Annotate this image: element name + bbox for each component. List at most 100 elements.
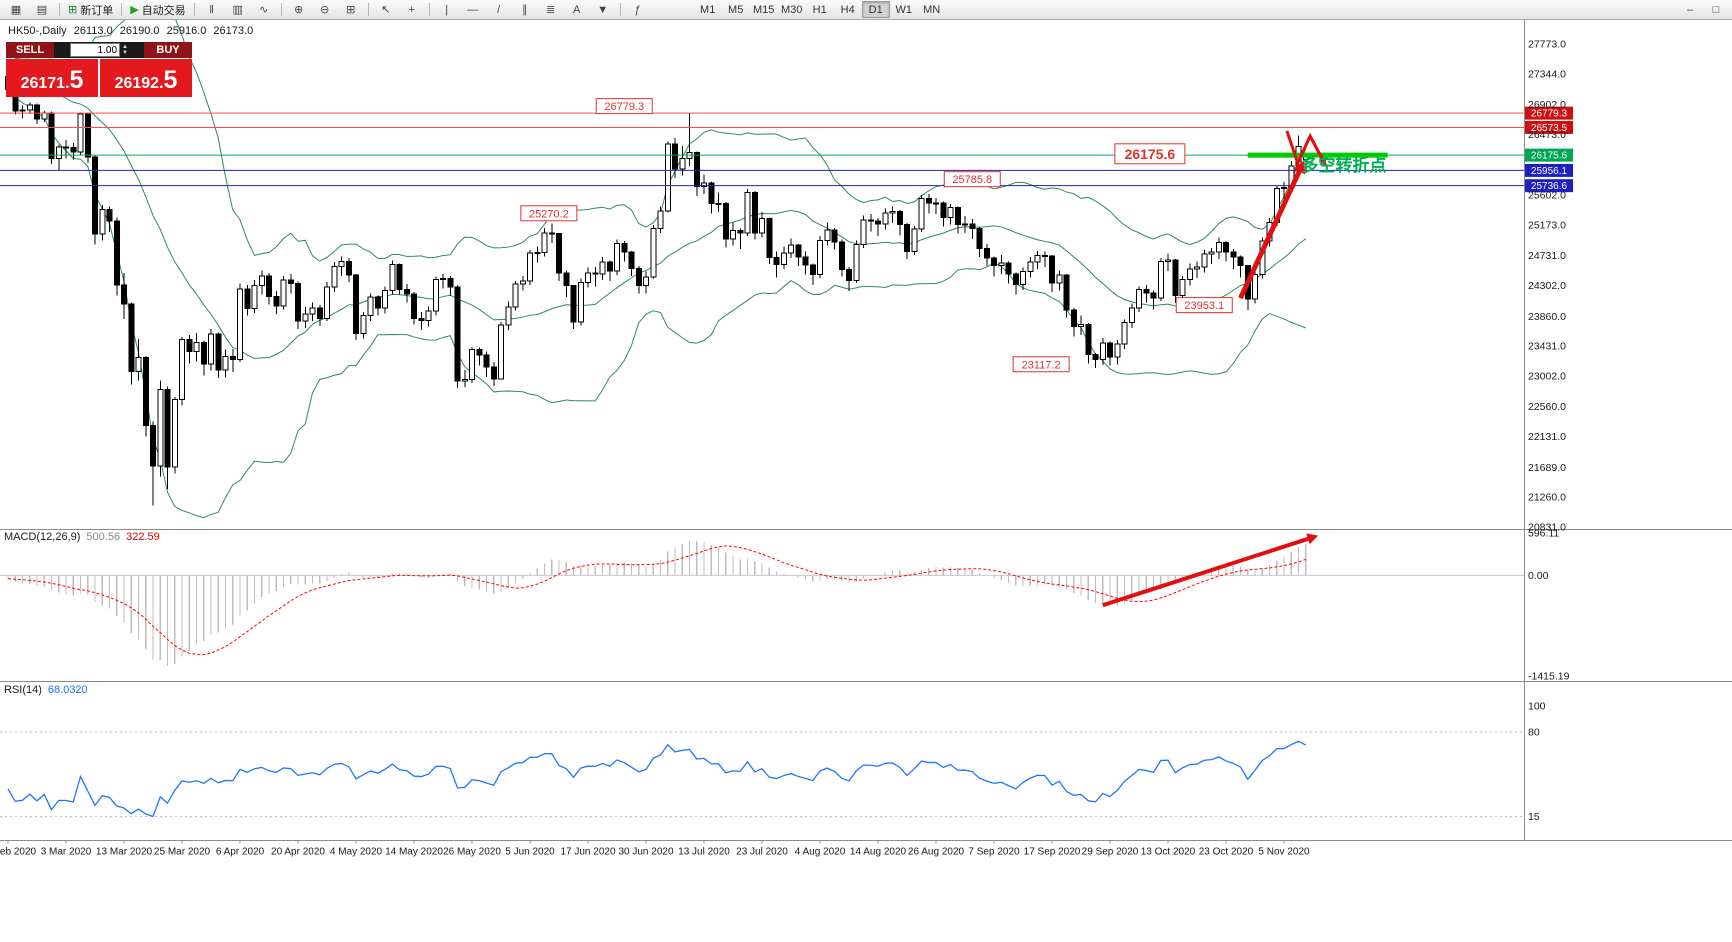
candle-bull: [780, 252, 787, 266]
price-badge[interactable]: [1525, 120, 1573, 134]
timeframe-mn[interactable]: MN: [923, 3, 941, 16]
timeframe-d1[interactable]: D1: [861, 1, 890, 18]
price-annotation-text[interactable]: 25785.8: [952, 174, 992, 186]
indicators-icon[interactable]: ƒ: [626, 1, 650, 19]
price-annotation-text[interactable]: 23117.2: [1022, 359, 1061, 371]
candle-bear: [1172, 259, 1179, 297]
autotrading-button[interactable]: ▶ 自动交易: [127, 1, 188, 19]
candle-bear: [809, 264, 816, 276]
trendline-icon[interactable]: /: [487, 1, 511, 19]
volume-input[interactable]: [70, 43, 121, 57]
price-annotation-box[interactable]: [1012, 356, 1070, 373]
rsi-axis-label: 100: [1528, 701, 1546, 713]
line-chart-icon[interactable]: ∿: [252, 1, 276, 19]
candle-bear: [121, 284, 127, 305]
candle-bear: [48, 112, 55, 159]
timeframe-h4[interactable]: H4: [840, 3, 855, 16]
price-annotation-box[interactable]: [943, 171, 1001, 188]
candle-bear: [867, 219, 874, 222]
buy-price-button[interactable]: 26192. 5: [100, 59, 192, 97]
candle-bear: [875, 220, 881, 225]
bull-bear-turning-point-text[interactable]: 多空转折点: [1301, 155, 1386, 175]
price-annotation-text[interactable]: 23953.1: [1184, 300, 1224, 312]
candle-bear: [483, 354, 490, 368]
candle-bear: [773, 256, 780, 266]
candlestick-chart-icon[interactable]: ▥: [226, 1, 250, 19]
timeframe-h1[interactable]: H1: [812, 3, 827, 16]
text-icon[interactable]: A: [565, 1, 589, 19]
cursor-icon[interactable]: ↖: [374, 1, 398, 19]
price-badge[interactable]: [1525, 163, 1573, 177]
arrows-tool-icon[interactable]: ▼: [591, 1, 615, 19]
candle-bull: [193, 341, 200, 353]
candle-bull: [469, 348, 475, 380]
price-badge[interactable]: [1525, 106, 1573, 120]
candle-bear: [1041, 255, 1048, 258]
macd-trend-arrow[interactable]: [1102, 535, 1313, 608]
timeframe-m5[interactable]: M5: [728, 3, 744, 16]
timeframe-w1[interactable]: W1: [895, 3, 912, 16]
price-annotation-text[interactable]: 25270.2: [529, 208, 569, 220]
sell-price-big-digit: 5: [69, 66, 84, 94]
candle-bull: [302, 313, 309, 322]
macd-trend-arrow-head[interactable]: [1306, 533, 1319, 545]
candle-bull: [715, 202, 722, 205]
text-icon: A: [573, 3, 581, 16]
price-annotation-text[interactable]: 26779.3: [604, 101, 644, 113]
crosshair-icon[interactable]: +: [400, 1, 424, 19]
reversal-zigzag-annotation-head[interactable]: [1318, 157, 1327, 167]
timeframe-m1[interactable]: M1: [700, 3, 716, 16]
candle-bull: [1056, 274, 1063, 284]
minimize-window-icon[interactable]: –: [1686, 3, 1694, 16]
price-axis[interactable]: [1525, 106, 1573, 193]
candle-bear: [751, 192, 758, 234]
tile-windows-icon[interactable]: ⊞: [339, 1, 363, 19]
candle-bear: [345, 261, 352, 276]
volume-down-icon[interactable]: ▼: [122, 50, 128, 56]
candle-bull: [1136, 289, 1142, 309]
candle-bull: [360, 315, 367, 334]
timeframe-m30[interactable]: M30: [780, 3, 803, 16]
zoom-in-icon[interactable]: ⊕: [287, 1, 311, 19]
sell-price-button[interactable]: 26171. 5: [6, 59, 98, 97]
buy-button[interactable]: BUY: [144, 42, 192, 58]
candle-bear: [737, 230, 744, 234]
candle-bull: [512, 283, 519, 308]
candle-bull: [664, 143, 671, 212]
zoom-out-icon[interactable]: ⊖: [313, 1, 337, 19]
profiles-icon[interactable]: ▤: [30, 1, 54, 19]
price-annotation-text[interactable]: 26175.6: [1125, 146, 1176, 162]
date-label: 20 Apr 2020: [271, 847, 325, 858]
bar-chart-icon[interactable]: ‖: [200, 1, 224, 19]
candle-bear: [1012, 273, 1019, 286]
time-axis[interactable]: [7, 840, 1285, 844]
price-badge[interactable]: [1525, 179, 1573, 193]
volume-up-icon[interactable]: ▲: [122, 44, 128, 50]
new-order-button[interactable]: ⊞ 新订单: [65, 1, 116, 19]
price-badge[interactable]: [1525, 148, 1573, 162]
bullish-trend-arrow-head[interactable]: [1293, 160, 1306, 175]
date-label: 13 Oct 2020: [1141, 847, 1196, 858]
horizontal-line-icon[interactable]: —: [461, 1, 485, 19]
vertical-line-icon[interactable]: |: [435, 1, 459, 19]
candle-bear: [570, 285, 577, 323]
timeframe-m15[interactable]: M15: [752, 3, 775, 16]
candle-bear: [63, 146, 69, 149]
bullish-trend-arrow[interactable]: [1238, 165, 1304, 300]
price-annotation-box[interactable]: [1114, 143, 1186, 165]
bollinger-middle-band: [7, 75, 1307, 359]
fibonacci-icon[interactable]: ≣: [539, 1, 563, 19]
price-annotation-box[interactable]: [1175, 297, 1233, 314]
candlestick-series[interactable]: [5, 72, 1309, 506]
new-chart-icon[interactable]: ▦: [4, 1, 28, 19]
sell-button[interactable]: SELL: [6, 42, 54, 58]
chart-plot-area[interactable]: [0, 20, 1524, 841]
equidistant-channel-icon[interactable]: ∥: [513, 1, 537, 19]
restore-window-icon[interactable]: □: [1712, 3, 1720, 16]
price-annotation-box[interactable]: [520, 205, 578, 222]
price-axis-label: 25602.0: [1528, 190, 1566, 202]
reversal-zigzag-annotation[interactable]: [1308, 135, 1326, 163]
candle-bull: [817, 240, 823, 276]
price-annotation-box[interactable]: [595, 98, 653, 115]
